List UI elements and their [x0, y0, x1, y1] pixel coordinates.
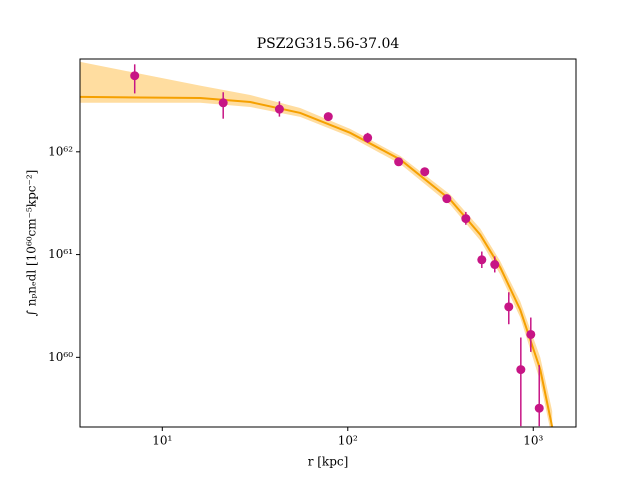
plot-area [80, 61, 554, 427]
y-tick-label: 10⁶¹ [48, 247, 73, 261]
data-point [218, 98, 228, 108]
y-axis-label: ∫ nₚnₑdl [10⁶⁰cm⁻⁵kpc⁻²] [25, 170, 39, 317]
data-point [130, 71, 140, 81]
model-band [80, 61, 553, 427]
axes-frame [79, 58, 577, 428]
data-point [516, 365, 526, 375]
data-point [477, 255, 487, 265]
data-point [534, 403, 544, 413]
data-point [274, 104, 284, 114]
data-point [394, 157, 404, 167]
data-point [420, 167, 430, 177]
chart-title: PSZ2G315.56-37.04 [257, 36, 400, 52]
data-point [323, 112, 333, 122]
x-tick-label: 10² [338, 434, 358, 448]
x-tick-label: 10¹ [152, 434, 172, 448]
y-tick-label: 10⁶² [48, 144, 73, 158]
data-point [526, 329, 536, 339]
data-point [461, 214, 471, 224]
data-point [504, 302, 514, 312]
x-tick-label: 10³ [523, 434, 543, 448]
model-line [80, 95, 554, 427]
data-point [442, 194, 452, 204]
y-tick-label: 10⁶⁰ [48, 350, 73, 364]
x-axis-label: r [kpc] [308, 455, 349, 469]
data-point [363, 133, 373, 143]
data-point [490, 260, 500, 270]
